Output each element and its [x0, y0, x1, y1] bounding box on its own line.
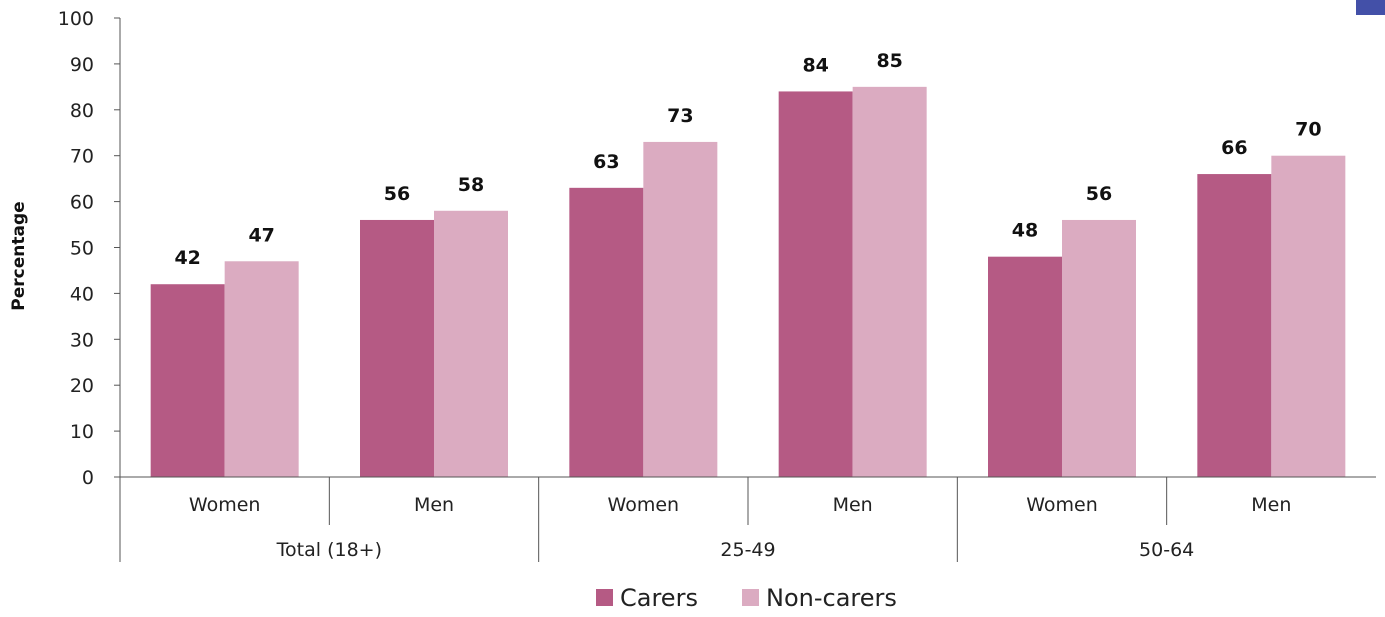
bar-carers	[360, 219, 434, 477]
y-tick-label: 0	[82, 467, 94, 489]
y-tick-label: 100	[58, 8, 94, 30]
data-label: 63	[593, 151, 619, 173]
data-label: 73	[667, 105, 693, 127]
data-label: 66	[1221, 137, 1247, 159]
data-label: 70	[1295, 119, 1321, 141]
bar-non-carers	[224, 261, 299, 477]
bar-non-carers	[643, 141, 718, 477]
x-category-label: Women	[608, 494, 680, 516]
y-tick-label: 30	[70, 329, 94, 351]
y-tick-label: 10	[70, 421, 94, 443]
x-group-label: Total (18+)	[276, 539, 382, 561]
corner-swatch	[1356, 0, 1385, 15]
y-axis-ticks: 0 10 20 30 40 50 60 70 80 90 100	[58, 8, 121, 489]
x-category-label: Men	[1251, 494, 1291, 516]
data-label: 47	[248, 224, 274, 246]
x-category-label: Men	[414, 494, 454, 516]
x-category-label: Women	[1026, 494, 1098, 516]
x-axis: Women Men Total (18+) Women Men 25-49 Women Men…	[119, 476, 1376, 562]
bar-non-carers	[852, 86, 927, 477]
y-tick-label: 60	[70, 192, 94, 214]
y-tick-label: 20	[70, 375, 94, 397]
y-tick-label: 70	[70, 146, 94, 168]
x-category-label: Men	[833, 494, 873, 516]
x-group-label: 25-49	[720, 539, 775, 561]
data-label: 42	[174, 247, 200, 269]
data-labels: 42 47 56 58 63 73 84 85 48 56 66 70	[174, 50, 1321, 269]
bar-carers	[778, 91, 853, 477]
y-tick-label: 50	[70, 238, 94, 260]
data-label: 56	[384, 183, 410, 205]
y-axis-label: Percentage	[9, 201, 29, 310]
data-label: 48	[1012, 220, 1038, 242]
legend-label: Carers	[620, 584, 698, 612]
legend-label: Non-carers	[766, 584, 897, 612]
data-label: 56	[1086, 183, 1112, 205]
bar-non-carers	[434, 210, 508, 477]
y-tick-label: 40	[70, 283, 94, 305]
legend-swatch	[742, 589, 759, 606]
legend: Carers Non-carers	[596, 584, 897, 612]
y-tick-label: 80	[70, 100, 94, 122]
bar-carers	[150, 284, 225, 477]
bars	[150, 86, 1346, 477]
bar-carers	[569, 187, 644, 477]
bar-carers	[1197, 174, 1272, 477]
data-label: 85	[876, 50, 902, 72]
legend-swatch	[596, 589, 613, 606]
x-category-label: Women	[189, 494, 261, 516]
bar-carers	[988, 256, 1062, 477]
data-label: 84	[802, 54, 828, 76]
data-label: 58	[458, 174, 484, 196]
bar-non-carers	[1271, 155, 1346, 477]
x-group-label: 50-64	[1139, 539, 1194, 561]
bar-non-carers	[1062, 219, 1136, 477]
y-tick-label: 90	[70, 54, 94, 76]
